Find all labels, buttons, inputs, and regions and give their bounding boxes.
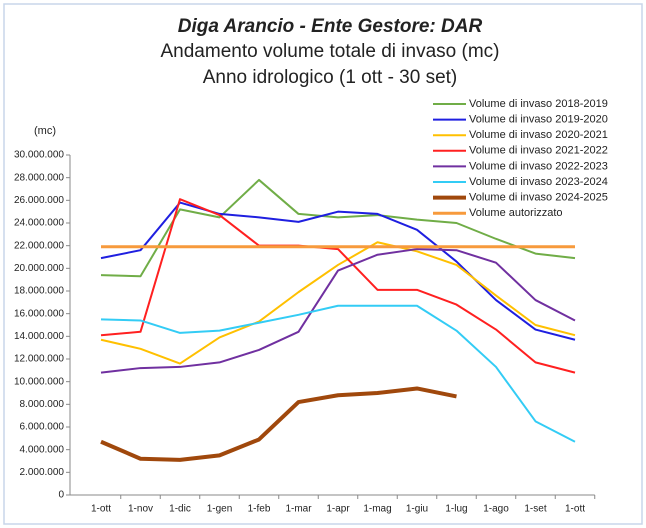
y-tick-label: 8.000.000 bbox=[20, 399, 65, 410]
chart-subtitle: Andamento volume totale di invaso (mc) bbox=[161, 41, 500, 62]
y-tick-label: 18.000.000 bbox=[14, 286, 64, 297]
x-tick-label: 1-apr bbox=[326, 504, 350, 515]
x-tick-label: 1-set bbox=[524, 504, 546, 515]
y-tick-label: 4.000.000 bbox=[20, 444, 65, 455]
y-axis-label: (mc) bbox=[34, 125, 56, 137]
chart-title: Diga Arancio - Ente Gestore: DAR bbox=[178, 16, 483, 37]
legend-label: Volume di invaso 2023-2024 bbox=[469, 176, 608, 188]
x-tick-label: 1-ago bbox=[483, 504, 509, 515]
series-line bbox=[100, 198, 576, 374]
series-line bbox=[100, 386, 457, 462]
y-tick-label: 30.000.000 bbox=[14, 150, 64, 161]
y-tick-label: 26.000.000 bbox=[14, 195, 64, 206]
y-tick-label: 10.000.000 bbox=[14, 376, 64, 387]
x-tick-label: 1-mar bbox=[285, 504, 312, 515]
legend-label: Volume di invaso 2019-2020 bbox=[469, 114, 608, 126]
x-tick-label: 1-ott bbox=[565, 504, 585, 515]
x-tick-label: 1-dic bbox=[169, 504, 191, 515]
legend-label: Volume di invaso 2021-2022 bbox=[469, 145, 608, 157]
y-tick-label: 22.000.000 bbox=[14, 240, 64, 251]
y-tick-label: 24.000.000 bbox=[14, 218, 64, 229]
legend-label: Volume autorizzato bbox=[469, 207, 563, 219]
y-tick-label: 0 bbox=[58, 490, 64, 501]
y-tick-label: 6.000.000 bbox=[20, 422, 65, 433]
x-tick-label: 1-giu bbox=[406, 504, 428, 515]
x-tick-label: 1-mag bbox=[363, 504, 391, 515]
chart-frame bbox=[3, 3, 643, 525]
x-tick-label: 1-nov bbox=[128, 504, 153, 515]
series-line bbox=[100, 178, 576, 278]
y-tick-label: 20.000.000 bbox=[14, 263, 64, 274]
x-tick-label: 1-feb bbox=[248, 504, 271, 515]
y-tick-label: 28.000.000 bbox=[14, 172, 64, 183]
series-line bbox=[100, 248, 576, 374]
y-tick-label: 12.000.000 bbox=[14, 354, 64, 365]
legend-label: Volume di invaso 2020-2021 bbox=[469, 129, 608, 141]
series-line bbox=[100, 304, 576, 443]
chart-subtitle: Anno idrologico (1 ott - 30 set) bbox=[203, 67, 458, 88]
y-tick-label: 2.000.000 bbox=[20, 467, 65, 478]
y-tick-label: 14.000.000 bbox=[14, 331, 64, 342]
series-line bbox=[100, 241, 576, 365]
legend-label: Volume di invaso 2024-2025 bbox=[469, 192, 608, 204]
y-tick-label: 16.000.000 bbox=[14, 308, 64, 319]
legend-label: Volume di invaso 2018-2019 bbox=[469, 98, 608, 110]
x-tick-label: 1-ott bbox=[91, 504, 111, 515]
x-tick-label: 1-lug bbox=[445, 504, 467, 515]
legend-label: Volume di invaso 2022-2023 bbox=[469, 160, 608, 172]
x-tick-label: 1-gen bbox=[207, 504, 233, 515]
